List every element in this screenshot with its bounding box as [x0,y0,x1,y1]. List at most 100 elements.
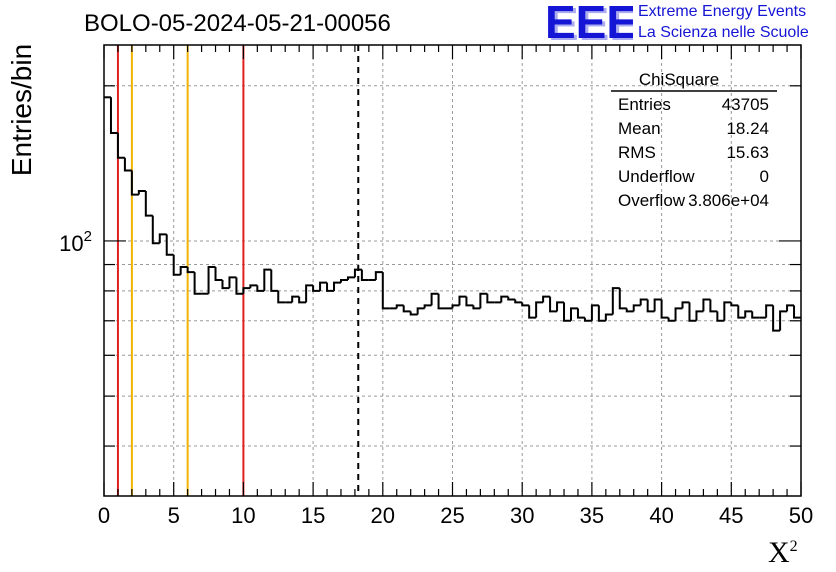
stats-row-label: Mean [618,119,661,138]
histogram-bin [590,304,599,321]
histogram-bin [333,281,341,291]
stats-row-label: Entries [618,95,671,114]
histogram-bin [751,311,760,319]
histogram-bin [123,157,132,172]
histogram-bin [709,299,718,313]
histogram-bin [319,281,328,291]
histogram-bin [500,295,509,303]
histogram-bin [291,295,300,303]
histogram-bin [305,284,314,303]
y-tick-label-exponent: 2 [84,228,92,245]
histogram-bin [549,296,558,313]
histogram-bin [514,299,523,304]
histogram-bin [569,307,578,321]
histogram-bin [688,302,697,322]
histogram-bin [765,304,774,318]
stats-row-value: 18.24 [726,119,769,138]
histogram-bin [151,215,160,245]
stats-box-title: ChiSquare [639,70,719,89]
stats-row-value: 0 [760,167,769,186]
histogram-bin [144,191,153,217]
histogram-bin [256,285,265,292]
histogram-bin [465,296,474,307]
histogram-bin [611,287,620,315]
histogram-bin [130,170,139,196]
histogram-bin [339,278,348,283]
histogram-bin [242,287,251,294]
page-title: BOLO-05-2024-05-21-00056 [84,10,391,37]
histogram-bin [360,269,369,281]
histogram-bin [772,305,781,332]
histogram-bin [165,234,174,256]
x-tick-label: 50 [789,503,813,528]
stats-row-label: RMS [618,143,656,162]
histogram-bin [479,292,488,309]
eee-logo-mark-front: EEE [545,0,633,44]
histogram-bin [507,296,516,301]
histogram-bin [409,311,418,316]
histogram-bin [716,311,725,322]
histogram-bin [604,313,613,321]
histogram-bin [744,310,753,318]
x-tick-label: 15 [301,503,325,528]
x-tick-label: 5 [168,503,180,528]
histogram-bin [221,279,230,290]
histogram-bin [779,310,788,331]
x-axis-label-exponent: 2 [789,538,798,555]
histogram-bin [298,296,307,304]
histogram-bin [186,267,195,274]
histogram-bin [416,307,425,315]
histogram-bin [632,304,641,312]
histogram-bin [556,301,565,312]
eee-tagline-2: La Scienza nelle Scuole [638,24,809,41]
histogram-bin [172,254,181,276]
histogram-bin [695,310,704,321]
y-tick-label: 102 [59,228,92,256]
histogram-bin [395,304,404,309]
stats-row-value: 43705 [722,95,769,114]
histogram-bin [667,317,676,322]
histogram-bin [353,268,362,278]
histogram-bin [116,132,125,159]
histogram-bin [193,272,202,295]
x-tick-label: 35 [580,503,604,528]
histogram-bin [374,271,383,280]
histogram-bin [737,305,746,319]
histogram-bin [263,268,272,291]
histogram-bin [528,305,537,319]
histogram-bin [521,302,530,307]
histogram-bin [486,293,495,304]
histogram-bin [542,295,551,303]
histogram-bin [723,301,732,321]
x-tick-label: 0 [98,503,110,528]
histogram-bin [214,267,223,281]
x-tick-label: 20 [371,503,395,528]
histogram-bin [381,272,390,310]
histogram-bin [625,308,634,313]
x-tick-label: 45 [719,503,743,528]
histogram-layer [104,96,801,332]
y-tick-label-base: 10 [59,231,83,256]
histogram-bin [207,266,216,294]
eee-logo: EEE EEE [545,0,633,44]
histogram-bin [228,276,237,289]
stats-row-label: Overflow [618,191,686,210]
histogram-bin [430,292,439,306]
histogram-bin [681,301,690,309]
histogram-bin [346,276,355,280]
histogram-bin [730,302,739,307]
histogram-bin [137,190,146,195]
eee-logo-mark: EEE [548,0,633,44]
histogram-bin [326,282,335,292]
tick-layer [103,45,802,496]
x-tick-label: 40 [649,503,673,528]
histogram-bin [458,295,467,306]
histogram-bin [646,299,655,313]
histogram-bin [674,307,683,321]
histogram-bin [158,233,167,244]
stats-row-value: 3.806e+04 [688,191,769,210]
histogram-bin [179,266,188,275]
histogram-bin [786,304,795,312]
